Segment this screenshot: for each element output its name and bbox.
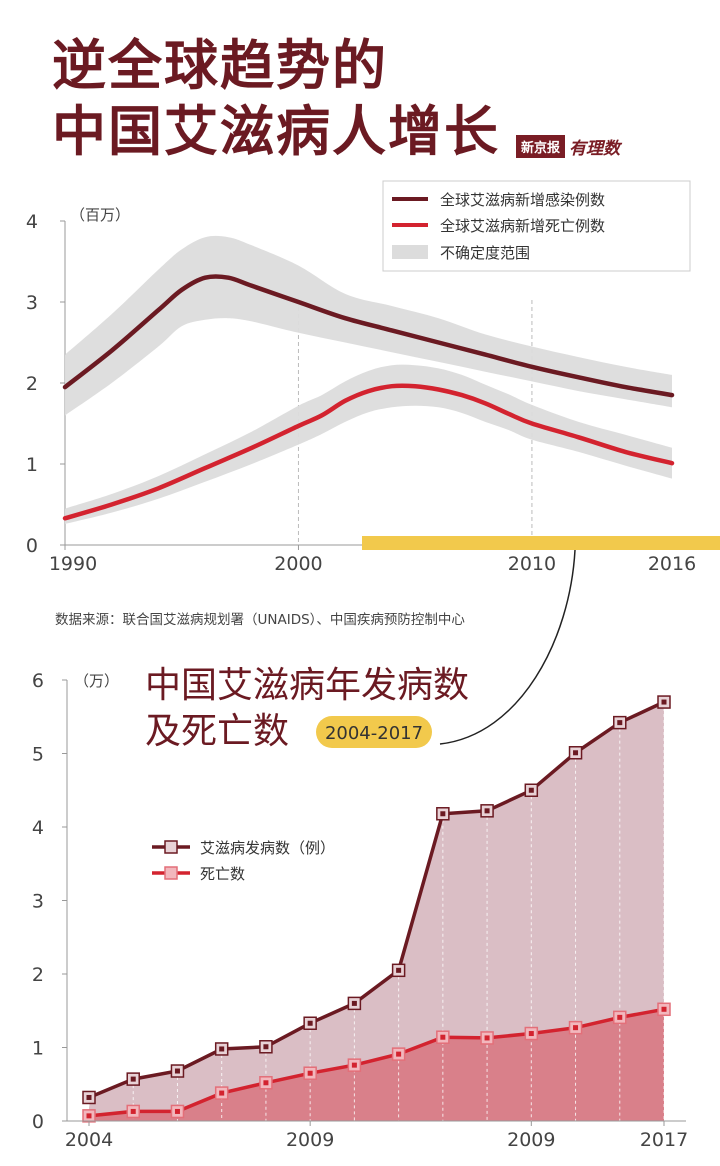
incidence-point-core [219, 1046, 225, 1052]
incidence-point-core [130, 1076, 136, 1082]
legend-label-1: 全球艾滋病新增死亡例数 [440, 217, 605, 235]
incidence-point-core [440, 811, 446, 817]
incidence-point-core [396, 967, 402, 973]
decor: 数据来源：联合国艾滋病规划署（UNAIDS）、中国疾病预防控制中心 [55, 536, 720, 745]
death-point-core [661, 1006, 667, 1012]
death-point-core [86, 1113, 92, 1119]
incidence-point-core [307, 1020, 313, 1026]
x-tick-label-2: 2017 [640, 1129, 688, 1151]
death-point-core [263, 1080, 269, 1086]
death-point-core [174, 1108, 180, 1114]
x-tick-label: 2010 [508, 553, 556, 575]
y-tick-label: 0 [26, 535, 38, 557]
y-unit-label-2: （万） [74, 672, 119, 690]
uncertainty-band-1 [65, 364, 672, 524]
y-tick-label: 3 [26, 292, 38, 314]
incidence-point-core [573, 750, 579, 756]
incidence-point-core [484, 808, 490, 814]
series-line-0 [62, 274, 675, 398]
series-line-1 [62, 383, 675, 521]
y-tick-label: 1 [26, 454, 38, 476]
chart2-title-line2: 及死亡数 [145, 711, 289, 752]
death-line [88, 1007, 665, 1118]
death-point-core [528, 1031, 534, 1037]
y-tick-label-2: 0 [32, 1111, 44, 1133]
global-chart: 0 1 2 3 4 （百万） 1990 2000 2010 2016 全球艾滋病新增感染例数全球艾滋… [26, 180, 696, 575]
death-point-core [440, 1034, 446, 1040]
death-point-core [219, 1090, 225, 1096]
incidence-point-core [617, 720, 623, 726]
year-badge [316, 716, 432, 748]
death-point-core [617, 1014, 623, 1020]
incidence-point-core [528, 787, 534, 793]
year-badge-label: 2004-2017 [325, 723, 423, 744]
legend2-swatch-marker-1 [164, 866, 178, 880]
legend-box [382, 180, 691, 272]
y-tick-label-2: 3 [32, 891, 44, 913]
x-tick-label-2: 2009 [507, 1129, 555, 1151]
legend-label-0: 全球艾滋病新增感染例数 [440, 191, 605, 209]
legend2-label-0: 艾滋病发病数（例） [200, 839, 335, 857]
brand-box: 新京报 [516, 135, 566, 158]
y-tick-label-2: 5 [32, 744, 44, 766]
incidence-line [88, 700, 665, 1100]
source-note: 数据来源：联合国艾滋病规划署（UNAIDS）、中国疾病预防控制中心 [55, 612, 465, 628]
incidence-point-core [351, 1000, 357, 1006]
incidence-point-core [263, 1044, 269, 1050]
death-point-core [484, 1035, 490, 1041]
legend2-label-1: 死亡数 [200, 865, 245, 883]
x-tick-label: 2000 [274, 553, 322, 575]
legend2-swatch-marker-0 [164, 840, 178, 854]
x-tick-label: 1990 [49, 553, 97, 575]
x-tick-label: 2016 [648, 553, 696, 575]
legend-label-2: 不确定度范围 [440, 244, 530, 262]
page-title-line1: 逆全球趋势的 [52, 34, 388, 97]
y-unit-label: （百万） [70, 206, 130, 224]
death-point-core [307, 1070, 313, 1076]
chart2-title-line1: 中国艾滋病年发病数 [145, 665, 469, 706]
death-point-core [351, 1062, 357, 1068]
incidence-area [89, 702, 664, 1121]
y-tick-label-2: 4 [32, 817, 44, 839]
x-tick-label-2: 2009 [286, 1129, 334, 1151]
y-tick-label-2: 2 [32, 964, 44, 986]
incidence-point-core [86, 1094, 92, 1100]
x-tick-label-2: 2004 [65, 1129, 113, 1151]
legend-swatch-2 [392, 245, 428, 259]
incidence-point-core [174, 1068, 180, 1074]
death-point-core [130, 1108, 136, 1114]
y-tick-label: 2 [26, 373, 38, 395]
death-area [89, 1009, 664, 1121]
connector-line [439, 549, 576, 745]
y-tick-label-2: 1 [32, 1038, 44, 1060]
death-point-core [396, 1051, 402, 1057]
y-tick-label-2: 6 [32, 670, 44, 692]
page-title-line2: 中国艾滋病人增长 [52, 100, 500, 163]
brand-logo: 新京报 有理数 [516, 134, 620, 159]
y-tick-label: 4 [26, 211, 38, 233]
yellow-highlight-bar [362, 536, 720, 550]
brand-script: 有理数 [569, 139, 621, 159]
incidence-point-core [661, 699, 667, 705]
death-point-core [573, 1025, 579, 1031]
